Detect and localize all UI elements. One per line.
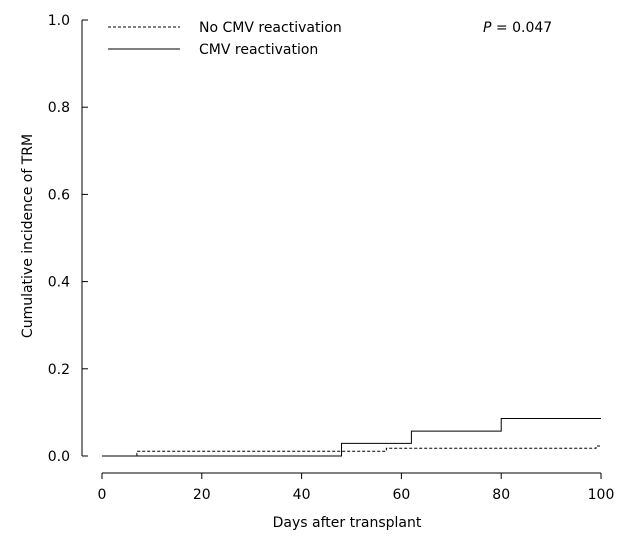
x-ticks: 0 20 40 60 80 100 [98,473,615,503]
p-value-annotation: P = 0.047 [483,20,552,36]
y-tick-label: 0.0 [48,449,70,465]
series-layer [102,418,601,457]
x-axis: 0 20 40 60 80 100 [98,472,615,503]
legend: No CMV reactivation CMV reactivation [108,20,342,58]
y-tick-label: 1.0 [48,13,70,29]
p-value-text: = 0.047 [491,20,552,36]
x-tick-label: 100 [588,487,615,503]
y-tick-label: 0.2 [48,362,70,378]
x-tick-label: 20 [193,487,211,503]
x-tick-label: 0 [98,487,107,503]
y-axis-label: Cumulative incidence of TRM [20,134,36,338]
y-tick-label: 0.8 [48,100,70,116]
y-ticks: 0.0 0.2 0.4 0.6 0.8 1.0 [48,13,88,465]
x-tick-label: 40 [293,487,311,503]
y-tick-label: 0.6 [48,187,70,203]
p-value-symbol: P [483,20,492,36]
x-tick-label: 80 [492,487,510,503]
series-line-1 [102,418,601,457]
y-tick-label: 0.4 [48,275,70,291]
y-axis: 0.0 0.2 0.4 0.6 0.8 1.0 [48,13,88,465]
legend-label-cmv: CMV reactivation [199,42,318,58]
x-axis-label: Days after transplant [273,515,422,531]
x-tick-label: 60 [392,487,410,503]
legend-label-no-cmv: No CMV reactivation [199,20,342,36]
series-line-0 [102,445,601,457]
